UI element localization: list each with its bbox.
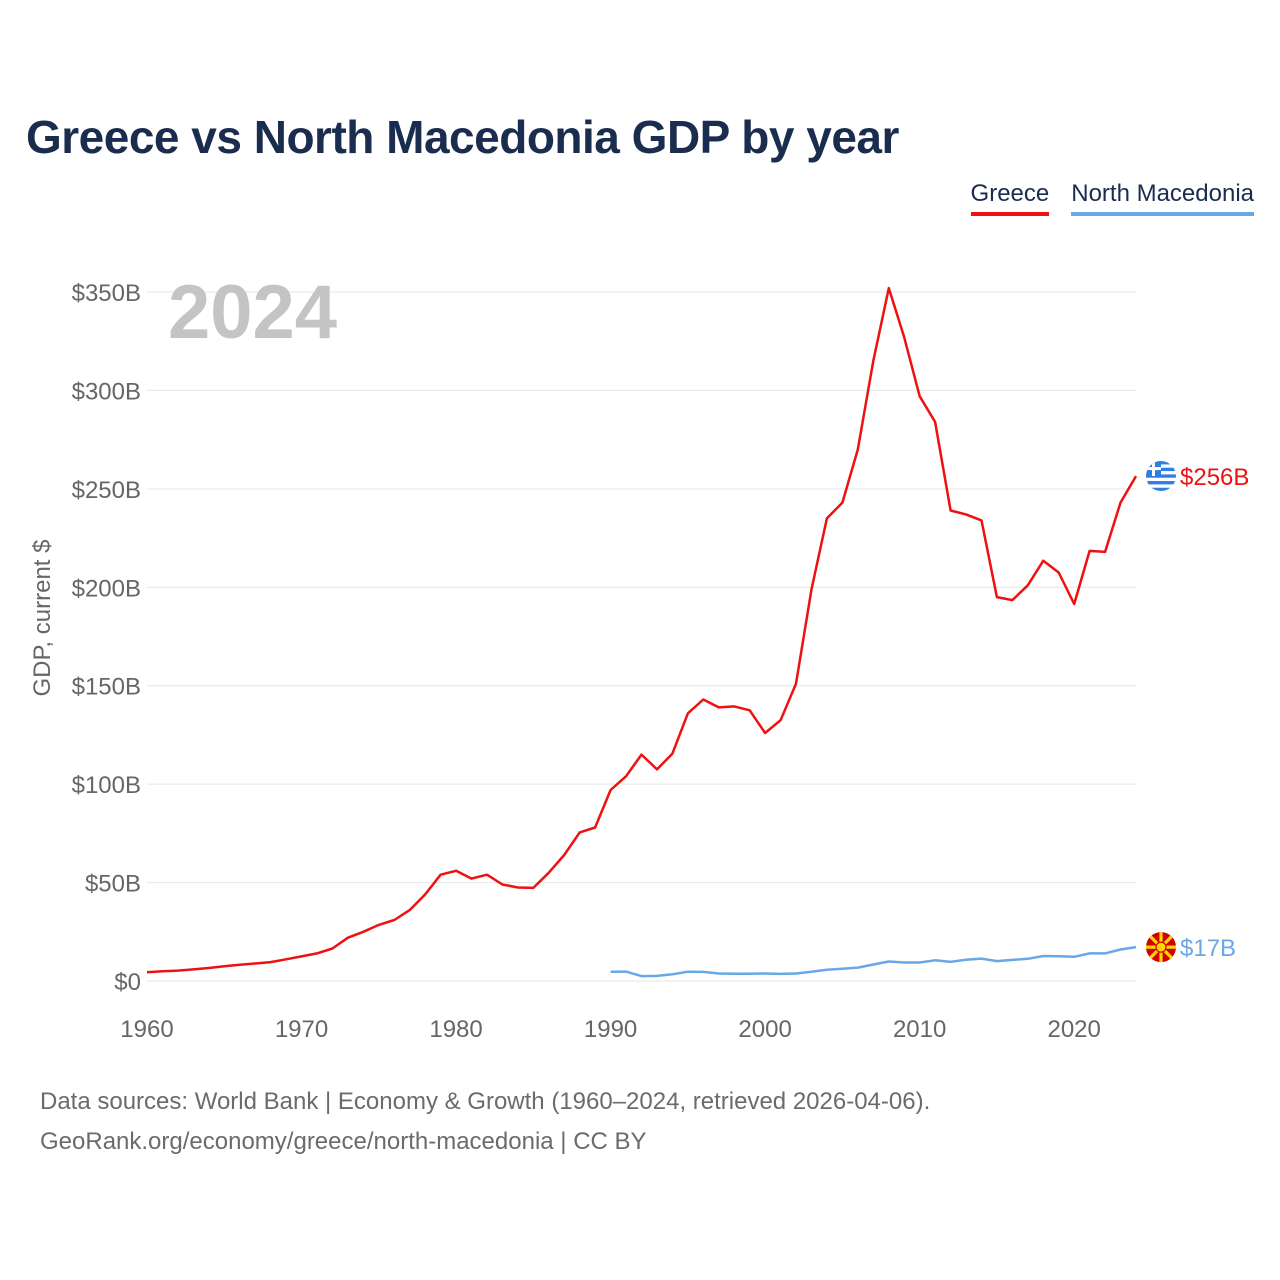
- series-line-north-macedonia[interactable]: [610, 945, 1137, 978]
- legend-item-north-macedonia[interactable]: North Macedonia: [1071, 180, 1254, 216]
- x-tick-label: 2000: [738, 1016, 791, 1043]
- end-value-label-north-macedonia: $17B: [1180, 935, 1236, 962]
- x-tick-label: 1960: [120, 1016, 173, 1043]
- series-lines: [146, 286, 1138, 978]
- year-watermark: 2024: [168, 270, 337, 355]
- x-tick-label: 1970: [275, 1016, 328, 1043]
- footer: Data sources: World Bank | Economy & Gro…: [40, 1082, 930, 1162]
- legend-item-greece[interactable]: Greece: [970, 180, 1050, 216]
- x-tick-label: 1990: [584, 1016, 637, 1043]
- x-tick-label: 1980: [429, 1016, 482, 1043]
- y-tick-label: $150B: [72, 674, 141, 701]
- gridlines: [147, 291, 1136, 982]
- y-tick-label: $50B: [85, 871, 141, 898]
- x-tick-label: 2020: [1047, 1016, 1100, 1043]
- y-tick-label: $200B: [72, 575, 141, 602]
- data-source-text: Data sources: World Bank | Economy & Gro…: [40, 1088, 931, 1115]
- end-value-label-greece: $256B: [1180, 464, 1249, 491]
- y-tick-label: $0: [114, 969, 141, 996]
- series-line-greece[interactable]: [146, 286, 1138, 974]
- north-macedonia-flag-icon: [1146, 932, 1176, 963]
- x-tick-label: 2010: [893, 1016, 946, 1043]
- attribution-link[interactable]: GeoRank.org/economy/greece/north-macedon…: [40, 1128, 647, 1155]
- greece-flag-icon: [1146, 461, 1176, 492]
- y-tick-label: $350B: [72, 280, 141, 307]
- y-axis-label: GDP, current $: [29, 540, 56, 697]
- end-labels: $256B $17B: [1146, 461, 1249, 963]
- legend: Greece North Macedonia: [970, 180, 1254, 216]
- y-axis-ticks: $0 $50B $100B $150B $200B $250B $300B $350B: [72, 280, 141, 996]
- page-title: Greece vs North Macedonia GDP by year: [26, 111, 899, 163]
- y-tick-label: $100B: [72, 772, 141, 799]
- x-axis-ticks: 1960 1970 1980 1990 2000 2010 2020: [120, 1016, 1101, 1043]
- y-tick-label: $300B: [72, 378, 141, 405]
- y-tick-label: $250B: [72, 477, 141, 504]
